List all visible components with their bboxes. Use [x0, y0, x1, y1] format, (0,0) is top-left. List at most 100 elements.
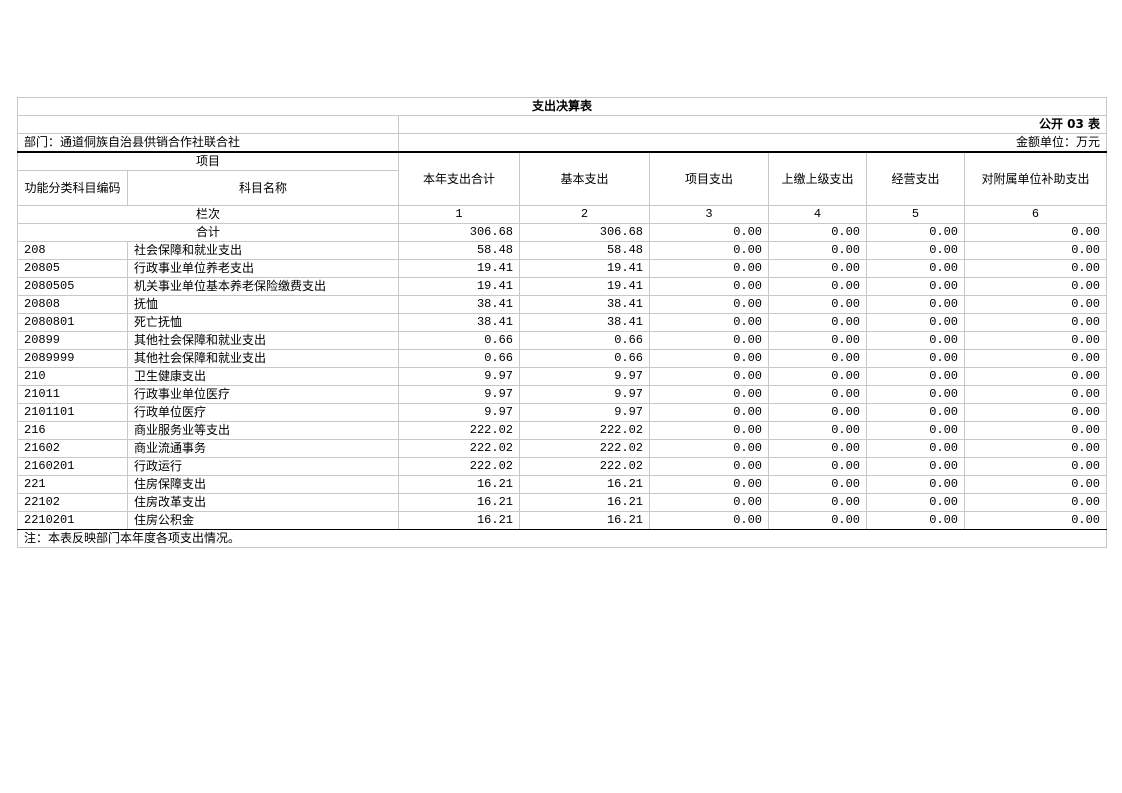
- row-value: 16.21: [519, 493, 650, 512]
- row-value: 58.48: [519, 241, 650, 260]
- row-value: 0.00: [768, 439, 867, 458]
- row-value: 0.00: [866, 331, 965, 350]
- row-value: 0.00: [963, 439, 1108, 458]
- table-row: 2080801 死亡抚恤 38.41 38.41 0.00 0.00 0.00 0.00: [17, 313, 1108, 332]
- row-value: 0.00: [649, 475, 769, 494]
- row-name: 死亡抚恤: [127, 313, 399, 332]
- row-value: 0.00: [866, 403, 965, 422]
- row-value: 38.41: [519, 313, 650, 332]
- row-value: 19.41: [519, 277, 650, 296]
- row-value: 58.48: [398, 241, 520, 260]
- table-row: 20808 抚恤 38.41 38.41 0.00 0.00 0.00 0.00: [17, 295, 1108, 314]
- department-label: 部门：通道侗族自治县供销合作社联合社: [17, 133, 399, 153]
- row-value: 0.00: [963, 349, 1108, 368]
- table-row: 21011 行政事业单位医疗 9.97 9.97 0.00 0.00 0.00 0.00: [17, 385, 1108, 404]
- row-value: 222.02: [398, 421, 520, 440]
- row-value: 16.21: [398, 475, 520, 494]
- col-number: 2: [519, 205, 650, 224]
- row-value: 0.00: [768, 511, 867, 530]
- row-value: 0.00: [649, 421, 769, 440]
- row-value: 0.00: [963, 403, 1108, 422]
- table-row: 2210201 住房公积金 16.21 16.21 0.00 0.00 0.00 0.00: [17, 511, 1108, 530]
- col-header: 本年支出合计: [398, 151, 520, 206]
- row-value: 0.66: [398, 349, 520, 368]
- row-value: 0.00: [649, 277, 769, 296]
- row-value: 0.00: [866, 349, 965, 368]
- table-row: 2101101 行政单位医疗 9.97 9.97 0.00 0.00 0.00 0.00: [17, 403, 1108, 422]
- row-value: 0.00: [768, 403, 867, 422]
- row-name: 住房公积金: [127, 511, 399, 530]
- row-value: 0.00: [963, 295, 1108, 314]
- row-value: 38.41: [519, 295, 650, 314]
- expenditure-table: 支出决算表 公开 03 表 部门：通道侗族自治县供销合作社联合社 金额单位：万元 …: [16, 97, 1108, 548]
- table-row: 216 商业服务业等支出 222.02 222.02 0.00 0.00 0.00 0.00: [17, 421, 1108, 440]
- row-value: 222.02: [519, 457, 650, 476]
- col-header: 对附属单位补助支出: [963, 151, 1108, 206]
- col-number: 3: [649, 205, 769, 224]
- row-value: 222.02: [519, 421, 650, 440]
- row-code: 2080505: [17, 277, 128, 296]
- row-value: 0.00: [649, 439, 769, 458]
- row-name: 社会保障和就业支出: [127, 241, 399, 260]
- row-name: 商业流通事务: [127, 439, 399, 458]
- total-value: 0.00: [963, 223, 1108, 242]
- row-value: 19.41: [519, 259, 650, 278]
- row-value: 16.21: [398, 511, 520, 530]
- total-value: 306.68: [519, 223, 650, 242]
- row-code: 20805: [17, 259, 128, 278]
- name-header: 科目名称: [127, 170, 399, 206]
- row-value: 0.00: [649, 367, 769, 386]
- row-value: 0.00: [866, 259, 965, 278]
- row-value: 0.00: [649, 403, 769, 422]
- row-code: 2210201: [17, 511, 128, 530]
- row-value: 9.97: [398, 367, 520, 386]
- row-value: 0.00: [649, 493, 769, 512]
- row-value: 0.00: [866, 385, 965, 404]
- row-value: 0.00: [768, 475, 867, 494]
- row-value: 0.00: [963, 241, 1108, 260]
- row-name: 其他社会保障和就业支出: [127, 331, 399, 350]
- table-note: 注：本表反映部门本年度各项支出情况。: [16, 529, 1108, 548]
- row-value: 0.00: [963, 493, 1108, 512]
- row-code: 2089999: [17, 349, 128, 368]
- row-code: 216: [17, 421, 128, 440]
- row-value: 0.66: [519, 349, 650, 368]
- row-value: 0.00: [768, 349, 867, 368]
- row-value: 0.00: [963, 277, 1108, 296]
- row-name: 机关事业单位基本养老保险缴费支出: [127, 277, 399, 296]
- row-value: 19.41: [398, 259, 520, 278]
- row-name: 商业服务业等支出: [127, 421, 399, 440]
- col-number: 1: [398, 205, 520, 224]
- table-row: 20899 其他社会保障和就业支出 0.66 0.66 0.00 0.00 0.00 0.00: [17, 331, 1108, 350]
- code-header: 功能分类科目编码: [17, 170, 128, 206]
- row-value: 9.97: [519, 403, 650, 422]
- row-value: 0.00: [768, 313, 867, 332]
- table-row: 20805 行政事业单位养老支出 19.41 19.41 0.00 0.00 0.00 0.0…: [17, 259, 1108, 278]
- row-value: 0.00: [649, 457, 769, 476]
- row-value: 0.00: [768, 421, 867, 440]
- row-name: 卫生健康支出: [127, 367, 399, 386]
- table-row: 21602 商业流通事务 222.02 222.02 0.00 0.00 0.00 0.00: [17, 439, 1108, 458]
- row-value: 9.97: [519, 385, 650, 404]
- row-value: 0.00: [963, 511, 1108, 530]
- row-name: 住房保障支出: [127, 475, 399, 494]
- row-value: 0.00: [649, 259, 769, 278]
- row-value: 0.00: [649, 241, 769, 260]
- row-code: 221: [17, 475, 128, 494]
- row-value: 0.00: [963, 475, 1108, 494]
- col-header: 基本支出: [519, 151, 650, 206]
- row-name: 住房改革支出: [127, 493, 399, 512]
- row-value: 9.97: [519, 367, 650, 386]
- row-value: 0.00: [768, 259, 867, 278]
- unit-label: 金额单位：万元: [397, 133, 1108, 153]
- table-row: 221 住房保障支出 16.21 16.21 0.00 0.00 0.00 0.00: [17, 475, 1108, 494]
- row-code: 21602: [17, 439, 128, 458]
- row-value: 0.00: [866, 295, 965, 314]
- row-value: 0.00: [768, 295, 867, 314]
- col-header: 上缴上级支出: [768, 151, 867, 206]
- row-value: 0.00: [963, 331, 1108, 350]
- row-value: 0.00: [768, 457, 867, 476]
- row-value: 0.00: [963, 367, 1108, 386]
- row-code: 2160201: [17, 457, 128, 476]
- row-value: 0.00: [963, 385, 1108, 404]
